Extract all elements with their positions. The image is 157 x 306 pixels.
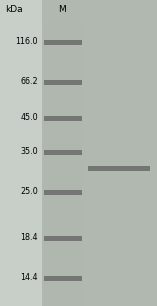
Text: 18.4: 18.4 [21, 233, 38, 242]
Bar [42, 0, 157, 306]
Text: 45.0: 45.0 [20, 114, 38, 122]
Bar [44, 40, 82, 45]
Text: 66.2: 66.2 [20, 77, 38, 87]
Bar [44, 22, 82, 306]
Text: 35.0: 35.0 [20, 147, 38, 156]
Bar [44, 236, 82, 241]
Text: 25.0: 25.0 [20, 188, 38, 196]
Text: M: M [58, 6, 66, 14]
Bar [44, 190, 82, 195]
Text: 14.4: 14.4 [21, 274, 38, 282]
Bar [44, 116, 82, 121]
Text: kDa: kDa [5, 6, 23, 14]
Bar [88, 166, 150, 171]
Text: 116.0: 116.0 [16, 38, 38, 47]
Bar [44, 80, 82, 85]
Bar [44, 276, 82, 281]
Bar [44, 150, 82, 155]
